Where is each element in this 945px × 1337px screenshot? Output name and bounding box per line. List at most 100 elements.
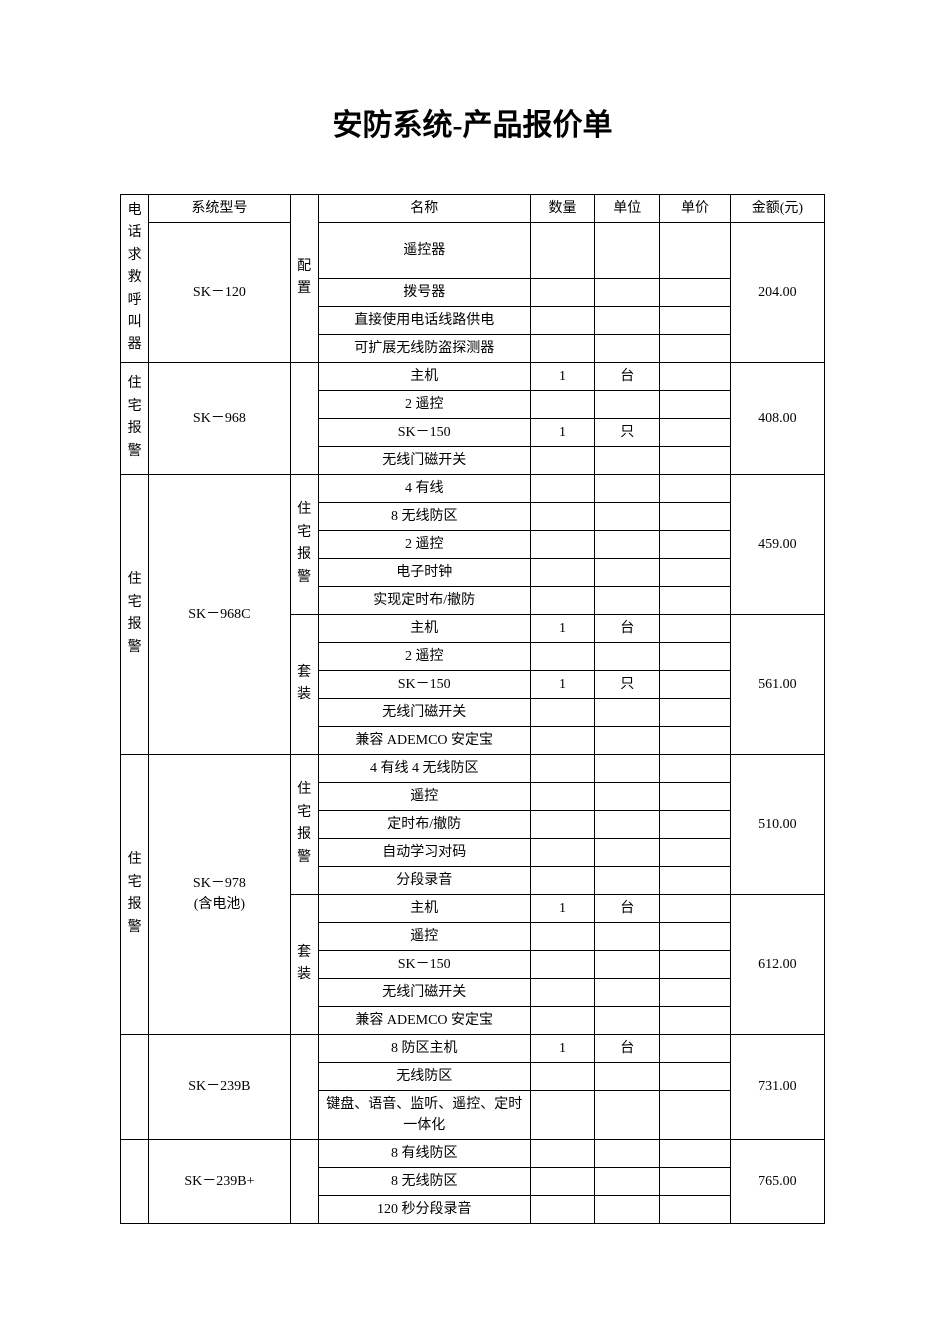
item-qty [530, 838, 595, 866]
amount-cell: 459.00 [730, 474, 824, 614]
item-qty: 1 [530, 362, 595, 390]
item-qty [530, 1167, 595, 1195]
item-name: 8 无线防区 [318, 1167, 530, 1195]
header-price: 单价 [660, 195, 731, 223]
item-name: 8 防区主机 [318, 1034, 530, 1062]
item-name: 4 有线 4 无线防区 [318, 754, 530, 782]
item-unit [595, 306, 660, 334]
item-qty [530, 1195, 595, 1223]
item-price [660, 1090, 731, 1139]
item-unit [595, 390, 660, 418]
amount-cell: 765.00 [730, 1139, 824, 1223]
item-name: 2 遥控 [318, 642, 530, 670]
header-amount: 金额(元) [730, 195, 824, 223]
item-qty [530, 1062, 595, 1090]
item-qty [530, 390, 595, 418]
item-unit [595, 1139, 660, 1167]
item-price [660, 418, 731, 446]
item-name: 无线门磁开关 [318, 978, 530, 1006]
item-price [660, 278, 731, 306]
item-unit [595, 838, 660, 866]
item-name: 拨号器 [318, 278, 530, 306]
item-price [660, 1006, 731, 1034]
item-price [660, 754, 731, 782]
item-qty: 1 [530, 894, 595, 922]
item-qty [530, 1139, 595, 1167]
item-name: 主机 [318, 614, 530, 642]
item-price [660, 334, 731, 362]
quotation-table: 电话求救呼叫器系统型号配置名称数量单位单价金额(元)SK－120遥控器204.0… [120, 194, 825, 1224]
item-unit [595, 642, 660, 670]
amount-cell: 561.00 [730, 614, 824, 754]
item-name: 遥控 [318, 782, 530, 810]
item-price [660, 223, 731, 279]
item-unit [595, 1006, 660, 1034]
item-qty [530, 558, 595, 586]
item-qty [530, 474, 595, 502]
item-qty: 1 [530, 418, 595, 446]
model-cell: SK－968 [149, 362, 290, 474]
item-unit [595, 866, 660, 894]
item-unit [595, 1195, 660, 1223]
item-unit: 只 [595, 670, 660, 698]
item-name: 可扩展无线防盗探测器 [318, 334, 530, 362]
item-price [660, 894, 731, 922]
amount-cell: 408.00 [730, 362, 824, 474]
item-qty [530, 446, 595, 474]
item-name: 定时布/撤防 [318, 810, 530, 838]
config-cell: 套装 [290, 614, 318, 754]
item-price [660, 922, 731, 950]
item-name: 键盘、语音、监听、遥控、定时一体化 [318, 1090, 530, 1139]
item-qty [530, 810, 595, 838]
item-unit: 台 [595, 894, 660, 922]
item-price [660, 1034, 731, 1062]
item-name: 4 有线 [318, 474, 530, 502]
item-name: 实现定时布/撤防 [318, 586, 530, 614]
category-cell: 住宅报警 [121, 362, 149, 474]
item-qty [530, 642, 595, 670]
item-qty [530, 698, 595, 726]
item-price [660, 1195, 731, 1223]
item-qty [530, 1090, 595, 1139]
item-price [660, 670, 731, 698]
item-price [660, 306, 731, 334]
item-name: 遥控器 [318, 223, 530, 279]
category-cell [121, 1139, 149, 1223]
config-cell: 套装 [290, 894, 318, 1034]
item-name: 2 遥控 [318, 390, 530, 418]
item-name: SK－150 [318, 418, 530, 446]
item-unit [595, 950, 660, 978]
item-price [660, 810, 731, 838]
amount-cell: 731.00 [730, 1034, 824, 1139]
item-qty [530, 866, 595, 894]
item-unit [595, 278, 660, 306]
model-cell: SK－978(含电池) [149, 754, 290, 1034]
item-unit [595, 530, 660, 558]
item-name: 无线防区 [318, 1062, 530, 1090]
item-unit [595, 922, 660, 950]
item-qty: 1 [530, 614, 595, 642]
item-name: 无线门磁开关 [318, 446, 530, 474]
item-unit [595, 223, 660, 279]
category-cell: 住宅报警 [121, 754, 149, 1034]
category-cell: 住宅报警 [121, 474, 149, 754]
model-cell: SK－239B+ [149, 1139, 290, 1223]
item-name: 2 遥控 [318, 530, 530, 558]
item-unit: 台 [595, 614, 660, 642]
item-name: SK－150 [318, 950, 530, 978]
item-qty [530, 502, 595, 530]
config-cell [290, 1034, 318, 1139]
item-qty: 1 [530, 670, 595, 698]
item-price [660, 1167, 731, 1195]
category-cell [121, 1034, 149, 1139]
item-unit [595, 502, 660, 530]
model-cell: SK－239B [149, 1034, 290, 1139]
item-price [660, 530, 731, 558]
item-qty [530, 726, 595, 754]
item-unit [595, 1062, 660, 1090]
item-unit [595, 446, 660, 474]
item-name: 兼容 ADEMCO 安定宝 [318, 726, 530, 754]
item-unit [595, 978, 660, 1006]
item-name: 主机 [318, 362, 530, 390]
category-cell: 电话求救呼叫器 [121, 195, 149, 363]
